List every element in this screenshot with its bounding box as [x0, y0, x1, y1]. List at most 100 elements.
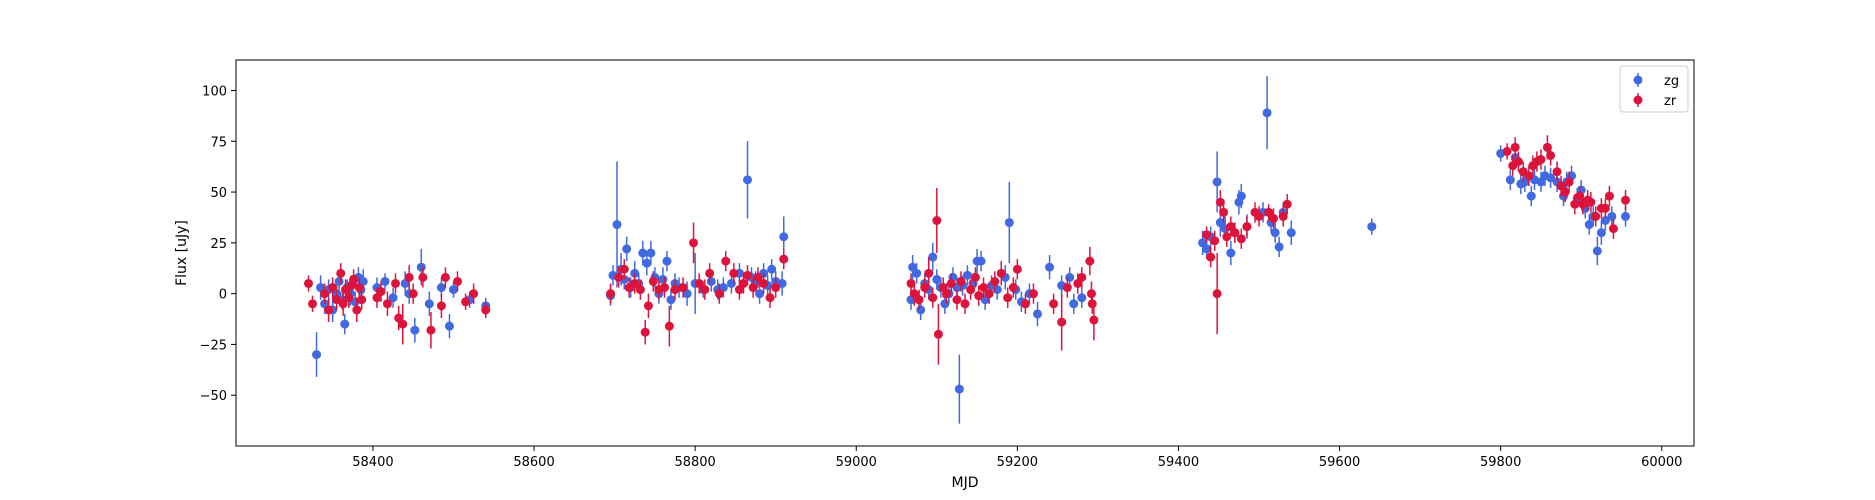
point-zr-32	[614, 272, 624, 282]
point-zr-118	[1524, 171, 1534, 181]
point-zr-0	[303, 278, 313, 288]
point-zr-87	[1049, 299, 1059, 309]
point-zr-2	[320, 289, 330, 299]
point-zr-4	[328, 283, 338, 293]
point-zr-3	[324, 305, 334, 315]
point-zr-60	[779, 254, 789, 264]
x-tick-label-7: 59800	[1480, 455, 1521, 470]
point-zg-44	[662, 256, 672, 266]
point-zg-23	[424, 299, 434, 309]
point-zg-40	[646, 248, 656, 258]
point-zr-129	[1575, 191, 1585, 201]
y-axis-label: Flux [uJy]	[174, 220, 190, 286]
point-zr-81	[996, 268, 1006, 278]
point-zr-121	[1536, 155, 1546, 165]
point-zg-38	[638, 248, 648, 258]
point-zr-7	[338, 299, 348, 309]
x-tick-label-5: 59400	[1158, 455, 1199, 470]
point-zg-113	[1270, 228, 1280, 238]
point-zr-64	[920, 283, 930, 293]
point-zr-6	[336, 268, 346, 278]
point-zr-128	[1570, 199, 1580, 209]
point-zr-95	[1089, 315, 1099, 325]
series-zr-marks	[303, 135, 1631, 365]
legend: zg zr	[1619, 65, 1689, 113]
y-axis-ticks: −50 −25 0 25 50 75 100	[200, 84, 236, 404]
y-tick-label-6: 100	[202, 84, 227, 99]
point-zg-34	[622, 244, 632, 254]
point-zr-79	[984, 289, 994, 299]
point-zr-86	[1028, 289, 1038, 299]
x-tick-label-4: 59200	[997, 455, 1038, 470]
point-zg-116	[1286, 228, 1296, 238]
point-zr-96	[1202, 230, 1212, 240]
x-axis-ticks: 58400 58600 58800 59000 59200 59400 59600 59800…	[352, 446, 1682, 470]
point-zg-105	[1226, 248, 1236, 258]
point-zg-22	[416, 262, 426, 272]
point-zr-109	[1264, 207, 1274, 217]
point-zr-24	[426, 325, 436, 335]
point-zr-102	[1222, 232, 1232, 242]
point-zr-44	[678, 283, 688, 293]
point-zr-65	[924, 268, 934, 278]
point-zr-108	[1254, 211, 1264, 221]
point-zg-8	[340, 319, 350, 329]
point-zr-99	[1212, 289, 1222, 299]
point-zg-26	[448, 285, 458, 295]
point-zr-12	[352, 305, 362, 315]
point-zr-72	[952, 295, 962, 305]
point-zr-42	[664, 321, 674, 331]
point-zr-62	[909, 289, 919, 299]
point-zr-17	[382, 299, 392, 309]
point-zr-61	[906, 278, 916, 288]
point-zr-48	[705, 268, 715, 278]
point-zr-46	[694, 278, 704, 288]
point-zr-92	[1085, 256, 1095, 266]
point-zr-75	[966, 285, 976, 295]
point-zr-36	[635, 285, 645, 295]
y-tick-label-1: −25	[200, 338, 227, 353]
point-zr-122	[1542, 142, 1552, 152]
point-zg-64	[777, 278, 787, 288]
x-tick-label-6: 59600	[1319, 455, 1360, 470]
series-zg-marks	[312, 76, 1631, 424]
point-zr-66	[928, 293, 938, 303]
point-zg-69	[916, 305, 926, 315]
point-zr-84	[1012, 264, 1022, 274]
point-zg-56	[743, 175, 753, 185]
point-zr-18	[390, 278, 400, 288]
x-tick-label-1: 58600	[513, 455, 554, 470]
point-zr-137	[1608, 224, 1618, 234]
point-zr-74	[960, 299, 970, 309]
point-zr-59	[771, 283, 781, 293]
point-zr-37	[640, 327, 650, 337]
point-zr-106	[1242, 222, 1252, 232]
point-zr-16	[376, 287, 386, 297]
point-zr-89	[1062, 283, 1072, 293]
point-zg-75	[940, 299, 950, 309]
point-zr-97	[1206, 252, 1216, 262]
point-zr-33	[619, 264, 629, 274]
point-zr-94	[1087, 299, 1097, 309]
point-zr-51	[729, 268, 739, 278]
point-zg-140	[1607, 211, 1617, 221]
point-zg-51	[706, 276, 716, 286]
point-zg-100	[1202, 244, 1212, 254]
point-zr-1	[308, 299, 318, 309]
point-zr-112	[1282, 199, 1292, 209]
point-zr-133	[1591, 211, 1601, 221]
point-zr-76	[970, 272, 980, 282]
point-zr-55	[748, 283, 758, 293]
point-zg-127	[1546, 173, 1556, 183]
point-zr-27	[453, 276, 463, 286]
point-zr-39	[648, 276, 658, 286]
point-zr-115	[1510, 142, 1520, 152]
point-zr-111	[1278, 211, 1288, 221]
y-tick-label-2: 0	[219, 288, 227, 303]
point-zr-124	[1552, 167, 1562, 177]
y-tick-label-3: 25	[210, 237, 227, 252]
point-zr-116	[1513, 157, 1523, 167]
y-tick-label-5: 75	[210, 135, 227, 150]
point-zg-45	[666, 295, 676, 305]
